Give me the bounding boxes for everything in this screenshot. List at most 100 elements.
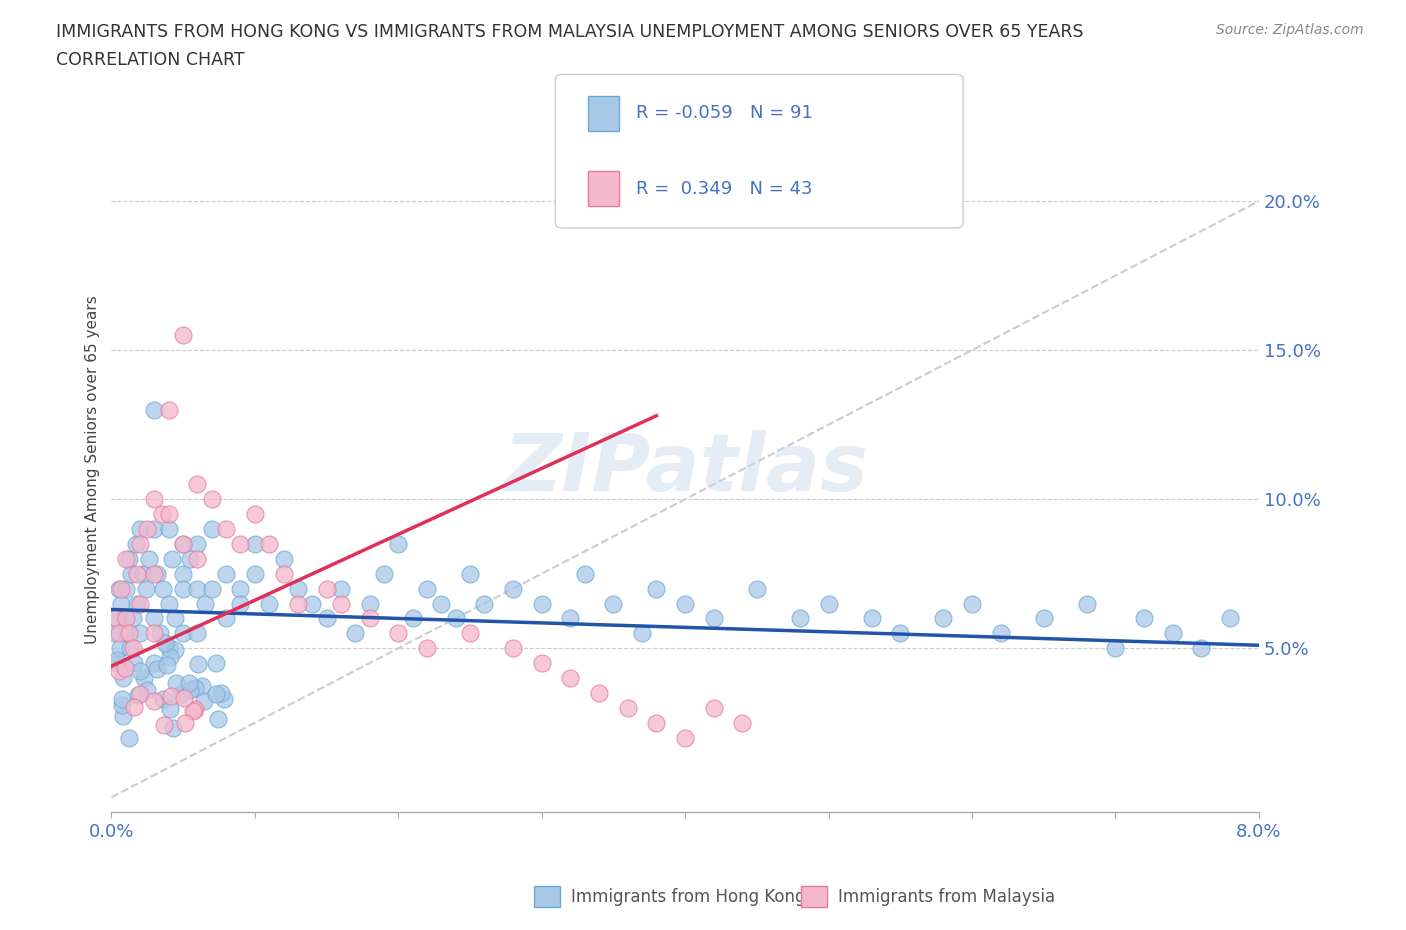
Point [187,657,209,671]
Point [207,711,229,726]
Point [172,537,194,551]
Point [127,687,149,702]
Point [159,650,181,665]
Point [143,626,166,641]
Point [273,551,295,566]
Point [186,626,208,641]
Point [159,701,181,716]
Point [229,596,252,611]
Point [107,626,129,641]
Point [138,551,160,566]
Point [134,671,156,685]
Point [129,596,152,611]
Point [143,611,166,626]
Point [172,581,194,596]
Point [444,611,467,626]
Point [344,626,367,641]
Point [117,626,139,641]
Point [215,611,238,626]
Point [172,626,194,641]
Point [215,522,238,537]
Point [373,566,395,581]
Point [163,643,186,658]
Point [530,596,553,611]
Point [127,596,149,611]
Point [129,537,152,551]
Point [588,685,610,700]
Point [122,699,145,714]
Point [703,611,725,626]
Y-axis label: Unemployment Among Seniors over 65 years: Unemployment Among Seniors over 65 years [86,295,100,644]
Point [186,551,208,566]
Point [157,596,180,611]
Point [205,687,228,702]
Point [1133,611,1156,626]
Point [889,626,911,641]
Point [111,692,134,707]
Point [114,661,136,676]
Point [560,671,582,685]
Point [146,661,169,676]
Point [104,611,127,626]
Point [574,566,596,581]
Point [149,626,172,641]
Point [129,522,152,537]
Point [110,596,132,611]
Point [416,581,439,596]
Point [502,641,524,656]
Point [143,492,166,507]
Point [387,537,409,551]
Point [201,581,224,596]
Point [789,611,811,626]
Point [416,641,439,656]
Point [273,566,295,581]
Point [1191,641,1213,656]
Point [125,537,148,551]
Point [190,679,212,694]
Point [1219,611,1241,626]
Point [243,537,266,551]
Point [121,566,143,581]
Point [157,641,180,656]
Point [127,566,149,581]
Point [745,581,768,596]
Point [129,626,152,641]
Point [186,477,208,492]
Point [179,551,201,566]
Point [645,715,668,730]
Point [257,596,280,611]
Point [201,522,224,537]
Point [112,611,135,626]
Point [142,693,165,708]
Point [287,596,309,611]
Point [215,566,238,581]
Text: Source: ZipAtlas.com: Source: ZipAtlas.com [1216,23,1364,37]
Point [212,692,235,707]
Point [165,676,187,691]
Point [143,566,166,581]
Point [136,522,159,537]
Point [673,730,696,745]
Point [229,581,252,596]
Point [157,522,180,537]
Point [107,581,129,596]
Point [458,626,481,641]
Point [301,596,323,611]
Point [209,685,232,700]
Point [560,611,582,626]
Point [114,611,136,626]
Point [157,507,180,522]
Point [152,691,174,706]
Point [257,537,280,551]
Point [602,596,624,611]
Point [173,690,195,705]
Point [129,664,152,679]
Point [1161,626,1184,641]
Point [243,566,266,581]
Text: Immigrants from Hong Kong: Immigrants from Hong Kong [571,887,806,906]
Point [143,403,166,418]
Point [186,537,208,551]
Text: IMMIGRANTS FROM HONG KONG VS IMMIGRANTS FROM MALAYSIA UNEMPLOYMENT AMONG SENIORS: IMMIGRANTS FROM HONG KONG VS IMMIGRANTS … [56,23,1084,41]
Point [703,700,725,715]
Point [157,403,180,418]
